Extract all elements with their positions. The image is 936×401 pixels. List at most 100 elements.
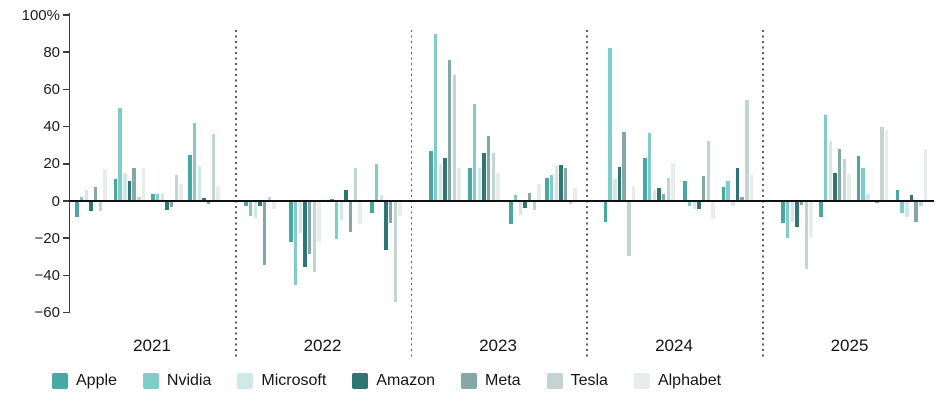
bar-nvidia-2023-q2 [472,104,477,201]
bar-apple-2023-q1 [429,150,433,201]
bar-tesla-2022-q2 [312,202,317,272]
bar-meta-2025-q2 [837,148,842,201]
y-tick [63,163,69,165]
legend-item-alphabet: Alphabet [633,372,722,390]
bar-tesla-2021-q1 [98,202,103,212]
bar-meta-2022-q1 [262,202,267,266]
bar-nvidia-2022-q3 [334,202,339,240]
bar-tesla-2021-q3 [174,174,179,201]
year-label: 2022 [303,336,342,355]
bar-tesla-2022-q4 [393,202,398,303]
bar-nvidia-2025-q4 [900,202,904,214]
bar-apple-2025-q4 [895,189,900,201]
bar-apple-2025-q3 [856,156,861,201]
bar-microsoft-2021-q2 [123,173,127,201]
bar-alphabet-2022-q2 [317,202,321,242]
y-tick [63,200,69,202]
legend-label: Microsoft [261,372,327,389]
bar-apple-2021-q2 [113,178,118,201]
bar-nvidia-2024-q3 [687,202,692,206]
legend-swatch [546,373,563,389]
bar-alphabet-2024-q2 [671,162,675,201]
bar-meta-2021-q2 [132,167,136,201]
legend-swatch [352,373,369,389]
bar-microsoft-2025-q4 [905,202,909,217]
zero-baseline [69,200,934,202]
bar-alphabet-2021-q4 [216,186,220,201]
bar-nvidia-2025-q2 [823,115,828,201]
bar-apple-2022-q2 [289,202,293,242]
y-tick-label: 100% [21,6,60,24]
legend: Apple Nvidia Microsoft Amazon Meta Tesla Alpha… [52,372,721,390]
year-separator [410,30,413,358]
bar-tesla-2025-q3 [880,126,884,201]
bar-amazon-2021-q2 [127,180,132,201]
bar-tesla-2021-q2 [137,197,141,201]
bar-apple-2024-q2 [643,158,647,201]
y-tick-label: −20 [34,229,60,247]
bar-alphabet-2025-q1 [809,202,813,238]
year-label: 2024 [655,336,693,355]
legend-item-amazon: Amazon [352,372,435,390]
bar-apple-2025-q2 [819,202,823,217]
bar-microsoft-2023-q3 [518,202,523,216]
bar-nvidia-2021-q3 [155,193,160,201]
legend-label: Alphabet [657,372,722,389]
bar-amazon-2022-q4 [384,202,388,251]
bar-apple-2024-q4 [721,187,726,201]
year-separator [235,30,237,358]
bar-microsoft-2024-q3 [692,202,697,209]
bar-tesla-2024-q1 [627,202,631,256]
bar-tesla-2023-q1 [452,74,457,201]
bar-alphabet-2021-q1 [103,169,107,201]
bar-nvidia-2023-q3 [513,195,518,201]
y-tick-label: 40 [43,118,60,136]
bar-microsoft-2021-q3 [160,193,165,201]
bar-apple-2024-q1 [603,202,608,223]
bar-amazon-2021-q4 [202,198,206,201]
bar-amazon-2022-q1 [258,202,262,206]
bar-alphabet-2024-q3 [711,202,715,219]
bar-amazon-2024-q3 [697,202,701,209]
bar-amazon-2025-q4 [909,195,914,201]
y-tick [63,125,69,128]
legend-label: Meta [485,372,521,389]
bar-meta-2023-q4 [563,167,568,201]
bar-nvidia-2022-q1 [248,202,253,216]
bar-amazon-2025-q1 [795,202,799,228]
y-tick-label: 0 [51,192,60,210]
bar-meta-2025-q4 [914,202,918,223]
legend-item-meta: Meta [461,372,521,390]
bar-tesla-2021-q4 [211,134,216,201]
legend-swatch [237,373,254,389]
year-label: 2023 [479,336,517,355]
legend-item-tesla: Tesla [546,372,608,390]
bar-meta-2021-q4 [206,202,211,204]
bar-tesla-2023-q4 [568,202,573,204]
bar-alphabet-2024-q1 [631,186,636,201]
legend-item-apple: Apple [52,372,117,390]
bar-nvidia-2022-q2 [293,202,298,285]
bar-amazon-2025-q2 [833,173,837,201]
y-tick [63,51,69,53]
bar-nvidia-2024-q4 [726,181,730,201]
bar-alphabet-2023-q3 [537,184,541,201]
bar-apple-2022-q4 [370,202,374,214]
bar-amazon-2024-q4 [735,168,740,201]
bar-tesla-2025-q4 [919,202,923,206]
bar-nvidia-2024-q2 [647,133,652,201]
bar-amazon-2023-q3 [523,202,527,208]
bar-meta-2023-q2 [486,135,491,201]
bar-nvidia-2021-q4 [192,122,197,201]
bar-microsoft-2022-q4 [379,195,384,201]
y-tick-label: −40 [34,266,60,284]
bar-microsoft-2025-q1 [790,202,795,223]
legend-item-nvidia: Nvidia [142,372,211,390]
bar-tesla-2022-q3 [353,167,358,201]
bar-alphabet-2025-q4 [923,148,928,201]
bar-meta-2024-q1 [622,132,626,201]
bar-nvidia-2023-q4 [549,174,554,201]
bar-tesla-2025-q2 [842,159,847,201]
bar-alphabet-2021-q3 [179,184,183,201]
